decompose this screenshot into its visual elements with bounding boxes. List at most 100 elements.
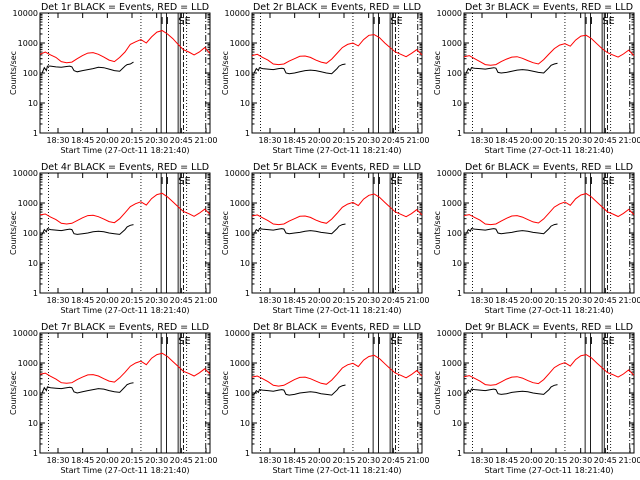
annotation-label: S: [178, 336, 184, 347]
x-axis-label: Start Time (27-Oct-11 18:21:40): [272, 306, 401, 315]
plot-frame: [39, 172, 211, 294]
y-tick-label: 100: [235, 69, 250, 78]
x-tick-label: 18:30: [258, 136, 281, 145]
x-axis-label: Start Time (27-Oct-11 18:21:40): [272, 466, 401, 475]
x-tick-label: 20:45: [594, 456, 617, 465]
annotation-label: I: [378, 16, 381, 27]
y-tick-label: 10: [452, 99, 462, 108]
x-axis-label: Start Time (27-Oct-11 18:21:40): [60, 306, 189, 315]
y-tick-label: 1: [245, 449, 250, 458]
y-axis-label: Counts/sec: [9, 371, 18, 415]
plot-frame: [39, 12, 211, 134]
annotation-label: I: [161, 16, 164, 27]
x-tick-label: 21:00: [618, 456, 640, 465]
y-tick-label: 1: [245, 129, 250, 138]
y-tick-label: 10000: [437, 9, 462, 18]
panel-title: Det 4r BLACK = Events, RED = LLD: [41, 162, 209, 173]
annotation-label: E: [185, 176, 191, 187]
x-tick-label: 21:00: [194, 136, 217, 145]
panel-5: Det 5r BLACK = Events, RED = LLD 1 10 100 10…: [221, 162, 430, 315]
y-tick-label: 10000: [13, 329, 38, 338]
y-axis-label: Counts/sec: [221, 51, 230, 95]
y-tick-label: 10: [452, 259, 462, 268]
y-tick-label: 1: [457, 289, 462, 298]
annotation-label: I: [585, 176, 588, 187]
events-series-line: [253, 223, 346, 235]
plot-frame: [463, 12, 635, 134]
annotation-label: S: [390, 336, 396, 347]
y-tick-label: 100: [447, 389, 462, 398]
annotation-label: I: [378, 336, 381, 347]
x-tick-label: 20:45: [382, 296, 405, 305]
x-tick-label: 20:30: [357, 136, 380, 145]
y-tick-label: 10: [240, 259, 250, 268]
x-tick-label: 20:15: [332, 296, 355, 305]
annotation-label: I: [166, 336, 169, 347]
annotation-label: S: [602, 16, 608, 27]
y-tick-label: 1000: [230, 199, 250, 208]
events-series-line: [465, 384, 558, 395]
panel-title: Det 5r BLACK = Events, RED = LLD: [253, 162, 421, 173]
x-tick-label: 20:15: [120, 136, 143, 145]
y-tick-label: 10000: [225, 9, 250, 18]
events-series-line: [253, 63, 346, 75]
x-tick-label: 20:30: [145, 456, 168, 465]
y-axis-label: Counts/sec: [9, 51, 18, 95]
x-tick-label: 18:30: [258, 296, 281, 305]
x-tick-label: 20:00: [96, 136, 119, 145]
x-tick-label: 20:15: [544, 456, 567, 465]
y-tick-label: 1: [245, 289, 250, 298]
x-tick-label: 18:30: [470, 456, 493, 465]
x-tick-label: 18:45: [71, 136, 94, 145]
y-tick-label: 100: [235, 389, 250, 398]
x-tick-label: 20:45: [170, 296, 193, 305]
y-tick-label: 10000: [225, 169, 250, 178]
x-tick-label: 20:30: [145, 136, 168, 145]
y-tick-label: 1000: [18, 199, 38, 208]
annotation-label: I: [373, 336, 376, 347]
x-tick-label: 20:00: [520, 296, 543, 305]
y-axis-label: Counts/sec: [221, 211, 230, 255]
events-series-line: [465, 223, 558, 235]
x-axis-label: Start Time (27-Oct-11 18:21:40): [272, 146, 401, 155]
y-tick-label: 100: [23, 229, 38, 238]
x-tick-label: 18:45: [283, 456, 306, 465]
y-tick-label: 1: [33, 289, 38, 298]
x-tick-label: 20:45: [382, 456, 405, 465]
lld-series-line: [463, 354, 635, 386]
panel-3: Det 3r BLACK = Events, RED = LLD 1 10 100 10…: [433, 2, 640, 155]
x-tick-label: 20:15: [544, 296, 567, 305]
x-tick-label: 20:45: [170, 136, 193, 145]
panel-title: Det 1r BLACK = Events, RED = LLD: [41, 2, 209, 13]
x-tick-label: 20:15: [120, 456, 143, 465]
y-tick-label: 10000: [13, 9, 38, 18]
annotation-label: E: [397, 16, 403, 27]
x-tick-label: 21:00: [406, 136, 429, 145]
x-axis-label: Start Time (27-Oct-11 18:21:40): [484, 306, 613, 315]
lld-series-line: [39, 30, 211, 64]
plot-frame: [251, 332, 423, 454]
x-tick-label: 18:30: [46, 456, 69, 465]
y-tick-label: 10000: [13, 169, 38, 178]
y-tick-label: 100: [23, 389, 38, 398]
annotation-label: I: [161, 336, 164, 347]
x-tick-label: 20:30: [569, 136, 592, 145]
annotation-label: I: [590, 336, 593, 347]
x-tick-label: 20:00: [520, 136, 543, 145]
plot-frame: [251, 172, 423, 294]
y-tick-label: 1: [33, 449, 38, 458]
x-tick-label: 18:30: [470, 296, 493, 305]
x-tick-label: 21:00: [194, 296, 217, 305]
x-tick-label: 20:00: [308, 296, 331, 305]
annotation-label: E: [397, 176, 403, 187]
annotation-label: I: [585, 16, 588, 27]
x-axis-label: Start Time (27-Oct-11 18:21:40): [60, 146, 189, 155]
y-tick-label: 1000: [230, 359, 250, 368]
x-tick-label: 20:45: [594, 296, 617, 305]
x-tick-label: 18:45: [283, 136, 306, 145]
x-tick-label: 20:45: [170, 456, 193, 465]
plot-frame: [251, 12, 423, 134]
y-tick-label: 100: [235, 229, 250, 238]
annotation-label: I: [166, 176, 169, 187]
